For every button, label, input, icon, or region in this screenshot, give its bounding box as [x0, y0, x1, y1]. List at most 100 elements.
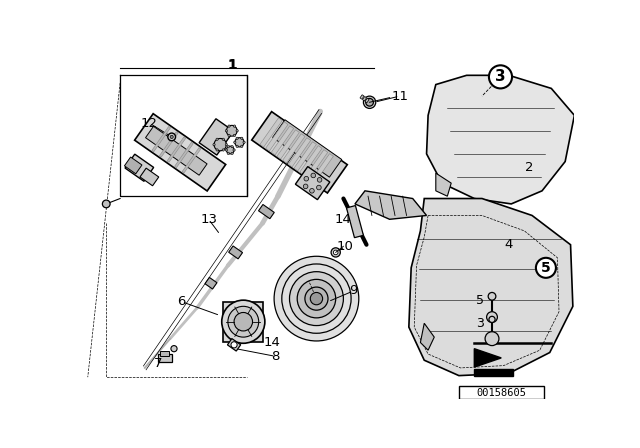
Circle shape	[241, 137, 243, 139]
Text: 10: 10	[337, 240, 353, 253]
Polygon shape	[360, 95, 364, 99]
Polygon shape	[182, 148, 201, 173]
Circle shape	[216, 149, 218, 151]
Circle shape	[222, 138, 225, 140]
Circle shape	[214, 138, 227, 151]
Polygon shape	[311, 154, 333, 183]
Bar	[459, 386, 543, 399]
Polygon shape	[227, 339, 241, 351]
Polygon shape	[175, 142, 193, 168]
Polygon shape	[160, 351, 170, 356]
Circle shape	[365, 99, 373, 106]
Text: 7: 7	[154, 357, 163, 370]
Text: 8: 8	[271, 350, 280, 363]
Circle shape	[486, 312, 497, 323]
Polygon shape	[223, 302, 263, 342]
Circle shape	[225, 129, 227, 132]
Circle shape	[234, 141, 236, 143]
Polygon shape	[140, 168, 159, 186]
Circle shape	[227, 152, 230, 155]
Circle shape	[289, 271, 344, 326]
Circle shape	[231, 342, 237, 348]
Circle shape	[489, 65, 512, 88]
Text: 3: 3	[477, 317, 484, 330]
Circle shape	[297, 280, 336, 318]
Polygon shape	[283, 134, 305, 163]
Polygon shape	[159, 132, 178, 157]
Circle shape	[225, 143, 227, 146]
Text: 11: 11	[391, 90, 408, 103]
Text: 13: 13	[200, 213, 217, 226]
Circle shape	[228, 306, 259, 337]
Circle shape	[331, 248, 340, 257]
Polygon shape	[420, 323, 435, 350]
Text: 14: 14	[335, 213, 352, 226]
Circle shape	[228, 125, 230, 127]
Circle shape	[317, 177, 322, 182]
Circle shape	[168, 133, 175, 141]
Polygon shape	[365, 98, 369, 103]
Circle shape	[274, 256, 359, 341]
Polygon shape	[294, 142, 316, 171]
Circle shape	[333, 250, 338, 255]
Circle shape	[222, 149, 225, 151]
Circle shape	[234, 134, 236, 137]
Polygon shape	[474, 370, 513, 375]
Polygon shape	[134, 114, 226, 191]
Polygon shape	[205, 277, 217, 289]
Circle shape	[305, 287, 328, 310]
Polygon shape	[158, 354, 172, 362]
Circle shape	[303, 184, 308, 189]
Circle shape	[233, 149, 236, 151]
Polygon shape	[125, 154, 154, 181]
Circle shape	[234, 125, 236, 127]
Text: 1: 1	[228, 58, 237, 72]
Circle shape	[227, 125, 237, 136]
Polygon shape	[300, 146, 322, 175]
Polygon shape	[273, 120, 342, 177]
Circle shape	[536, 258, 556, 278]
Text: 3: 3	[495, 69, 506, 84]
Polygon shape	[409, 198, 573, 375]
Polygon shape	[355, 191, 427, 220]
Text: 5: 5	[541, 261, 551, 275]
Text: 1: 1	[228, 59, 237, 72]
Polygon shape	[289, 138, 310, 167]
Text: 5: 5	[476, 293, 484, 307]
Circle shape	[216, 138, 218, 140]
Polygon shape	[474, 349, 501, 367]
Circle shape	[241, 145, 243, 147]
Text: 6: 6	[177, 295, 186, 308]
Text: 9: 9	[349, 284, 358, 297]
Circle shape	[236, 145, 238, 147]
Circle shape	[227, 146, 230, 148]
Text: 2: 2	[525, 161, 534, 174]
Circle shape	[304, 177, 308, 181]
Circle shape	[170, 135, 173, 138]
Circle shape	[282, 264, 351, 333]
Circle shape	[221, 300, 265, 343]
Polygon shape	[362, 96, 367, 101]
Polygon shape	[167, 137, 186, 162]
Polygon shape	[260, 118, 282, 147]
Circle shape	[234, 313, 253, 331]
Polygon shape	[305, 150, 328, 179]
Text: 4: 4	[505, 238, 513, 251]
Circle shape	[317, 185, 321, 190]
Polygon shape	[271, 126, 294, 155]
Circle shape	[171, 345, 177, 352]
Circle shape	[364, 96, 376, 108]
Circle shape	[225, 149, 227, 151]
Polygon shape	[152, 126, 171, 152]
Circle shape	[231, 152, 234, 155]
Polygon shape	[228, 246, 243, 259]
Text: 00158605: 00158605	[476, 388, 526, 397]
Circle shape	[243, 141, 245, 143]
Polygon shape	[199, 119, 234, 155]
Circle shape	[236, 129, 238, 132]
Polygon shape	[427, 75, 575, 204]
Polygon shape	[277, 130, 300, 159]
Circle shape	[235, 138, 244, 147]
Polygon shape	[346, 206, 364, 238]
Circle shape	[213, 143, 215, 146]
